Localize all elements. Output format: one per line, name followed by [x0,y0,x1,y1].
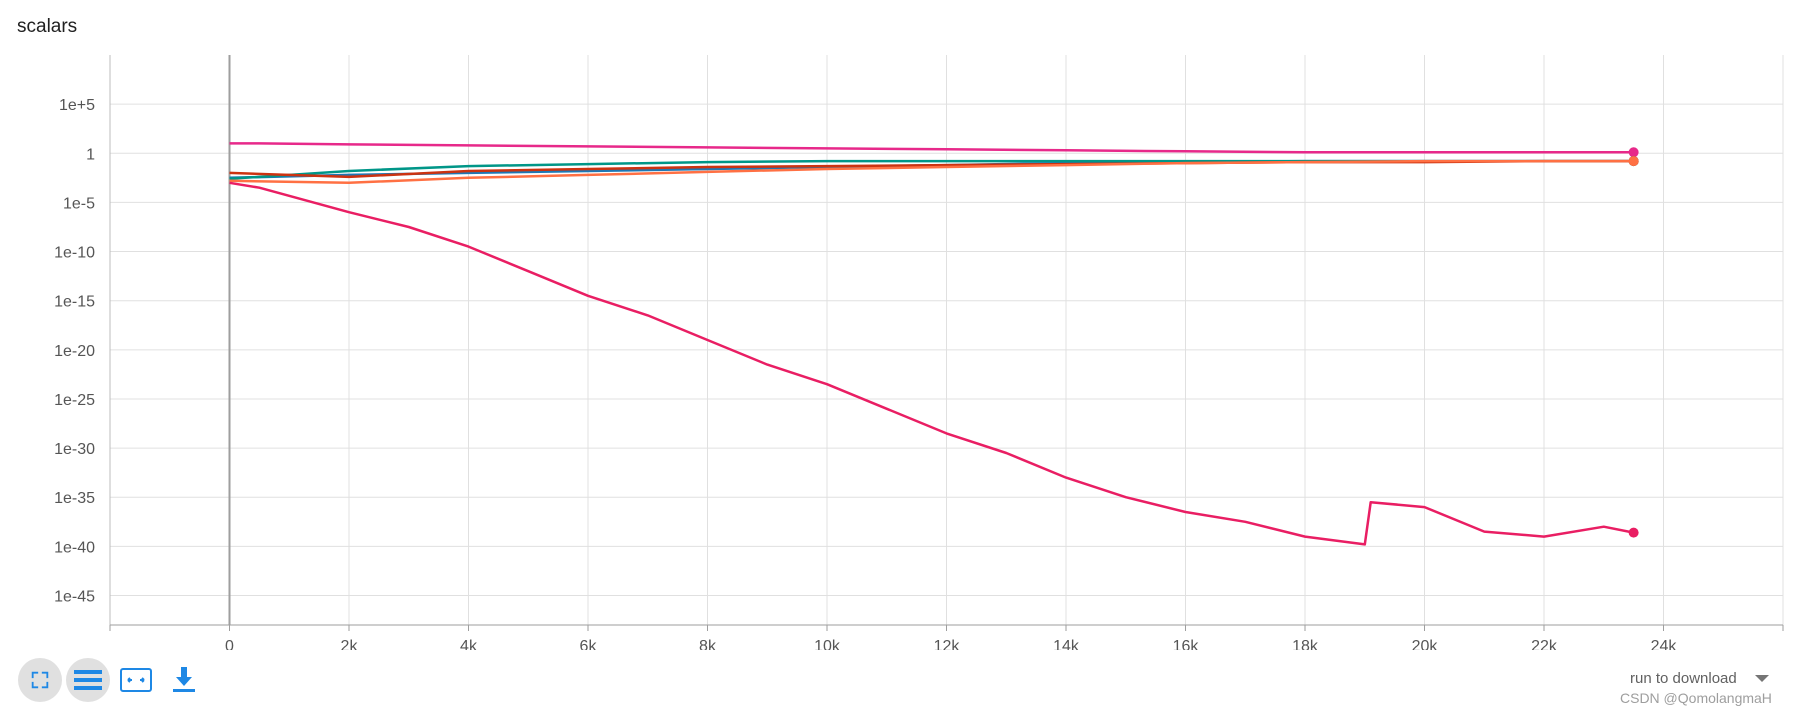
chart-toolbar [18,658,206,702]
y-tick-label: 1e-40 [54,539,95,556]
x-tick-label: 16k [1173,638,1200,650]
chart-axes [109,55,1784,631]
y-tick-label: 1e-35 [54,490,95,507]
x-tick-label: 20k [1412,638,1439,650]
fullscreen-button[interactable] [18,658,62,702]
y-tick-label: 1e-45 [54,589,95,606]
run-to-download-select[interactable]: run to download [1630,670,1769,687]
series-line [229,142,1634,154]
y-tick-label: 1e-30 [54,441,95,458]
run-select-label: run to download [1630,670,1737,687]
x-tick-label: 4k [460,638,478,650]
x-tick-label: 24k [1651,638,1678,650]
y-tick-label: 1e+5 [59,97,95,114]
series-line [229,159,1634,181]
watermark: CSDN @QomolangmaH [1620,690,1772,706]
card-title: scalars [17,16,78,37]
series-line [229,159,1634,180]
y-tick-label: 1e-20 [54,343,95,360]
series-line [229,181,1634,546]
x-tick-label: 0 [225,638,234,650]
y-tick-label: 1e-10 [54,245,95,262]
y-tick-label: 1e-25 [54,392,95,409]
download-icon [173,667,195,692]
data-list-icon [74,670,102,690]
x-tick-label: 10k [814,638,841,650]
series-end-point [1628,527,1639,538]
y-tick-label: 1e-15 [54,294,95,311]
data-list-button[interactable] [66,658,110,702]
chart-ticks: 0 2k 4k 6k 8k 10k 12k 14k 16k 18k 20k 22k 24k 1e+5 1 1e… [54,97,1677,650]
y-tick-label: 1 [86,146,95,163]
y-tick-label: 1e-5 [63,195,95,212]
scalars-chart[interactable]: 0 2k 4k 6k 8k 10k 12k 14k 16k 18k 20k 22k 24k 1e+5 1 1e… [0,0,1803,650]
series-line [229,159,1634,185]
x-tick-label: 22k [1531,638,1558,650]
chevron-down-icon [1754,675,1769,682]
chart-grid [109,55,1784,625]
x-tick-label: 8k [699,638,717,650]
series-end-point [1628,147,1639,158]
fit-domain-icon [120,668,152,692]
chart-series [229,142,1639,546]
download-button[interactable] [162,658,206,702]
x-tick-label: 2k [341,638,359,650]
series-end-point [1628,156,1639,167]
x-tick-label: 12k [934,638,961,650]
x-tick-label: 14k [1053,638,1080,650]
x-tick-label: 6k [580,638,598,650]
fit-domain-button[interactable] [114,658,158,702]
fullscreen-icon [31,671,49,689]
x-tick-label: 18k [1292,638,1319,650]
